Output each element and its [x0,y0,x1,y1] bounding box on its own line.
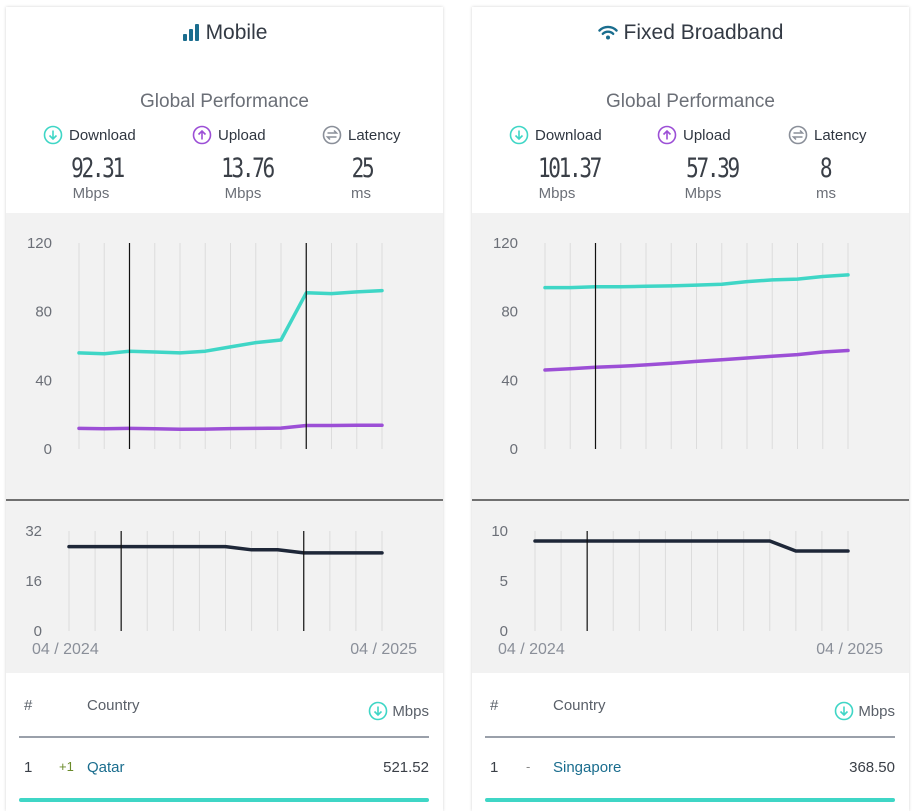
table-row[interactable]: 1 - Singapore 368.50 [472,757,909,781]
table-divider [485,736,895,738]
y-tick-label: 0 [44,441,52,458]
panel-title: Mobile [6,21,443,47]
speed-column-label: Mbps [392,703,429,720]
upload-unit: Mbps [684,185,722,202]
fixed-performance-chart[interactable]: 0 40 80 120 0 5 10 04 / 2024 04 / 2025 [472,213,909,673]
latency-y-tick-label: 5 [500,573,508,590]
latency-icon [788,125,808,149]
x-tick-label-start: 04 / 2024 [32,641,99,658]
latency-icon [322,125,342,149]
panel-title: Fixed Broadband [472,21,909,47]
x-tick-label-end: 04 / 2025 [816,641,883,658]
rank-column-header: # [490,697,499,714]
latency-value: 25 [351,153,375,184]
ranking-header: # Country Mbps [472,691,909,731]
speed-bar [19,798,429,802]
download-icon [43,125,63,149]
fixed-broadband-panel: Fixed Broadband Global Performance Downl… [472,7,909,811]
latency-unit: ms [351,185,371,202]
global-performance-heading: Global Performance [140,91,309,112]
download-icon [368,701,388,725]
panel-title-text: Fixed Broadband [623,21,784,44]
latency-unit: ms [816,185,836,202]
latency-value: 8 [819,153,833,184]
rank-column-header: # [24,697,33,714]
y-tick-label: 80 [35,304,52,321]
country-link[interactable]: Qatar [87,759,125,776]
table-divider [19,736,429,738]
rank-number: 1 [490,759,499,776]
latency-metric: Latency 25 ms [322,123,432,205]
upload-icon [657,125,677,149]
download-value: 92.31 [71,153,125,184]
y-tick-label: 0 [510,441,518,458]
x-tick-label-end: 04 / 2025 [350,641,417,658]
speed-column-header[interactable]: Mbps [368,701,429,725]
country-column-header: Country [553,697,606,714]
rank-change: - [526,759,531,774]
download-unit: Mbps [538,185,576,202]
latency-label: Latency [814,127,867,144]
country-speed: 521.52 [383,759,429,776]
upload-value: 57.39 [686,153,740,184]
upload-unit: Mbps [224,185,262,202]
y-tick-label: 80 [501,304,518,321]
upload-value: 13.76 [221,153,275,184]
upload-icon [192,125,212,149]
upload-label: Upload [218,127,266,144]
download-label: Download [69,127,136,144]
download-unit: Mbps [72,185,110,202]
y-tick-label: 120 [27,235,52,252]
latency-y-tick-label: 10 [491,523,508,540]
upload-metric: Upload 13.76 Mbps [192,123,302,205]
mobile-panel: Mobile Global Performance Download 92.31… [6,7,443,811]
rank-number: 1 [24,759,33,776]
country-link[interactable]: Singapore [553,759,622,776]
speed-bar [485,798,895,802]
speed-column-header[interactable]: Mbps [834,701,895,725]
download-label: Download [535,127,602,144]
upload-label: Upload [683,127,731,144]
latency-y-tick-label: 0 [500,623,508,640]
y-tick-label: 120 [493,235,518,252]
download-metric: Download 101.37 Mbps [509,123,619,205]
global-performance-heading: Global Performance [606,91,775,112]
latency-y-tick-label: 32 [25,523,42,540]
latency-metric: Latency 8 ms [788,123,898,205]
table-row[interactable]: 1 +1 Qatar 521.52 [6,757,443,781]
country-speed: 368.50 [849,759,895,776]
ranking-header: # Country Mbps [6,691,443,731]
latency-y-tick-label: 16 [25,573,42,590]
latency-label: Latency [348,127,401,144]
panel-title-text: Mobile [205,21,268,44]
rank-change: +1 [59,759,74,774]
mobile-performance-chart[interactable]: 0 40 80 120 0 16 32 04 / 2024 04 / 2025 [6,213,443,673]
mobile-signal-icon [182,23,200,47]
download-metric: Download 92.31 Mbps [43,123,153,205]
download-icon [509,125,529,149]
wifi-icon [597,23,618,47]
country-column-header: Country [87,697,140,714]
download-icon [834,701,854,725]
y-tick-label: 40 [501,372,518,389]
x-tick-label-start: 04 / 2024 [498,641,565,658]
upload-metric: Upload 57.39 Mbps [657,123,767,205]
y-tick-label: 40 [35,372,52,389]
latency-y-tick-label: 0 [34,623,42,640]
speed-column-label: Mbps [858,703,895,720]
download-value: 101.37 [537,153,602,184]
